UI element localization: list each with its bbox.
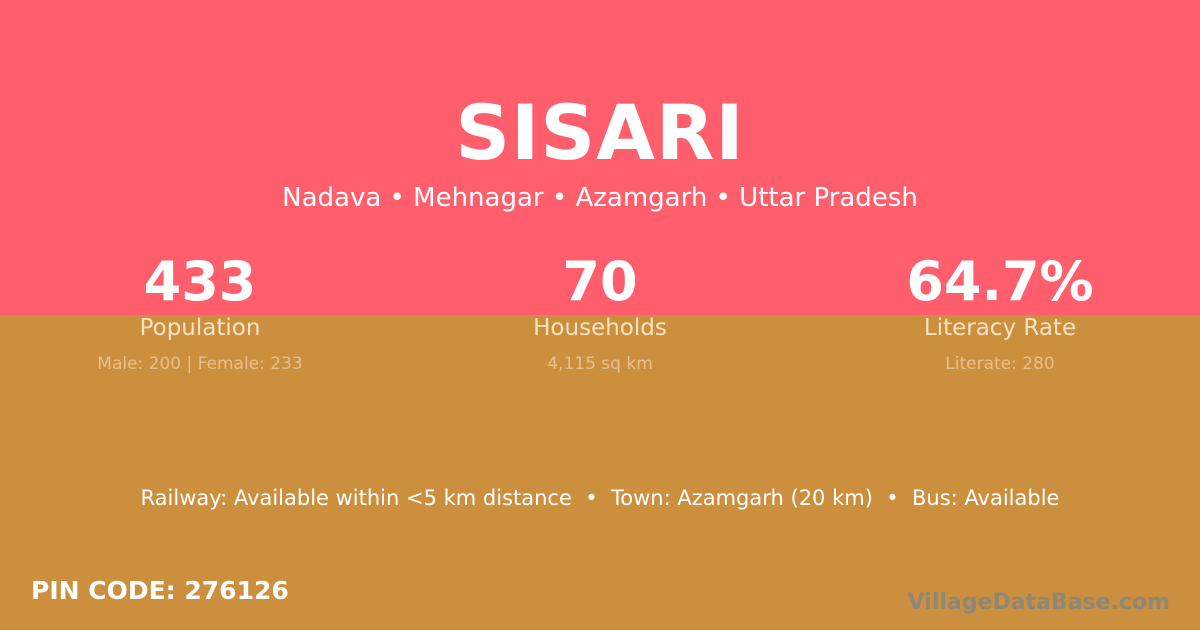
stat-value: 70: [562, 250, 638, 313]
location-breadcrumb: Nadava • Mehnagar • Azamgarh • Uttar Pra…: [282, 183, 918, 213]
watermark-logo: VillageDataBase.com: [907, 590, 1170, 615]
pin-code: PIN CODE: 276126: [31, 576, 289, 605]
stat-label: Households: [533, 315, 667, 341]
stat-detail: Male: 200 | Female: 233: [97, 354, 303, 374]
village-name: SISARI: [455, 88, 745, 177]
stat-label: Population: [139, 315, 261, 341]
stat-label: Literacy Rate: [923, 315, 1077, 341]
header-band: [0, 0, 1200, 315]
stat-value: 433: [143, 250, 257, 313]
stat-value: 64.7%: [906, 250, 1094, 313]
connectivity-info: Railway: Available within <5 km distance…: [140, 486, 1060, 510]
stat-detail: Literate: 280: [945, 354, 1055, 374]
stat-detail: 4,115 sq km: [547, 354, 653, 374]
